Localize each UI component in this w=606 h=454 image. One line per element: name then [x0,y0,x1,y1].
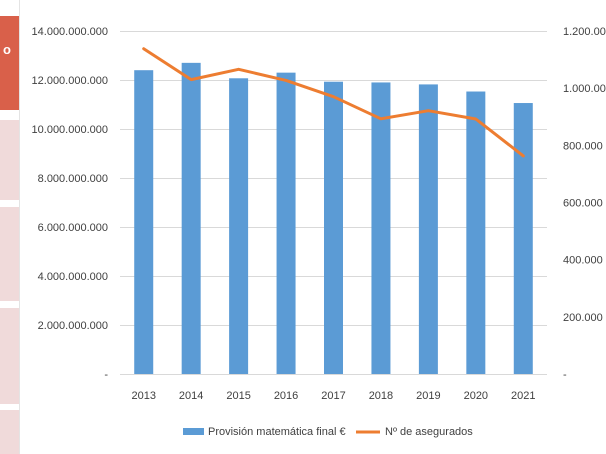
bar [324,81,343,374]
side-panel-block [0,207,19,301]
right-axis-tick-label: 600.000 [563,198,603,210]
side-panel-block [0,308,19,404]
left-side-panel: o [0,0,19,454]
side-panel-glyph: o [3,42,11,57]
side-panel-block [0,120,19,200]
legend-bar-swatch [183,428,204,435]
x-axis-tick-label: 2018 [369,390,393,402]
right-axis-tick-label: - [563,369,567,381]
left-axis-tick-label: 4.000.000.000 [38,271,108,283]
line-series [142,47,525,158]
x-axis-tick-label: 2020 [464,390,488,402]
bar [513,103,533,374]
right-axis-tick-labels: - 200.000 400.000 600.000 800.000 1.000.000 1.… [563,26,606,381]
side-panel-block [0,410,19,454]
x-axis-tick-label: 2021 [511,390,535,402]
bar [466,91,486,374]
bar [134,70,154,374]
bar [181,62,201,374]
x-axis-tick-label: 2019 [416,390,440,402]
left-axis-tick-labels: - 2.000.000.000 4.000.000.000 6.000.000.000… [32,26,109,381]
left-axis-tick-label: 8.000.000.000 [38,173,108,185]
side-panel-accent-block: o [0,16,19,110]
bar [418,84,438,374]
x-axis-tick-labels: 2013 2014 2015 2016 2017 2018 2019 2020 2021 [131,390,535,402]
x-axis-tick-label: 2016 [274,390,298,402]
left-axis-tick-label: - [104,369,108,381]
left-axis-tick-label: 12.000.000.000 [32,75,108,87]
x-axis-tick-label: 2015 [226,390,250,402]
right-axis-tick-label: 200.000 [563,312,603,324]
left-axis-tick-label: 2.000.000.000 [38,320,108,332]
legend-label: Nº de asegurados [385,426,473,438]
right-axis-tick-label: 800.000 [563,140,603,152]
left-axis-tick-label: 14.000.000.000 [32,26,108,38]
x-axis-tick-label: 2013 [131,390,155,402]
right-axis-tick-label: 1.200.000 [563,26,606,38]
bar [276,72,296,375]
bar [229,78,249,374]
bar [371,82,391,374]
right-axis-tick-label: 400.000 [563,255,603,267]
x-axis-tick-label: 2014 [179,390,203,402]
chart-legend: Provisión matemática final € Nº de asegur… [183,426,473,438]
right-axis-tick-label: 1.000.000 [563,83,606,95]
legend-label: Provisión matemática final € [208,426,346,438]
left-axis-tick-label: 10.000.000.000 [32,124,108,136]
left-axis-tick-label: 6.000.000.000 [38,222,108,234]
x-axis-tick-label: 2017 [321,390,345,402]
bar-series [134,62,533,375]
